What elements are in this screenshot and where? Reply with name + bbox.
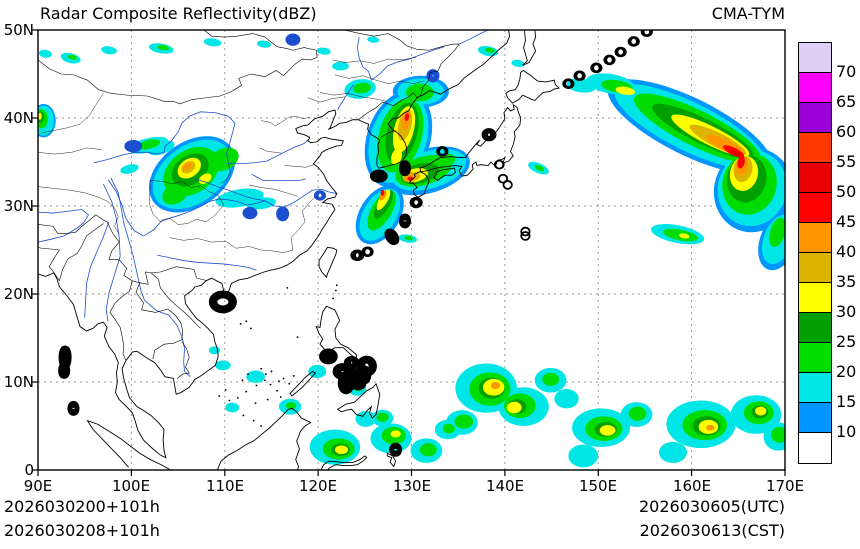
lat-label-10n: 10N — [3, 373, 34, 391]
colorbar-tick-40: 40 — [836, 242, 857, 261]
colorbar-segment — [799, 283, 831, 313]
lon-label-170e: 170E — [765, 477, 805, 495]
colorbar-tick-25: 25 — [836, 332, 857, 351]
lat-label-0: 0 — [24, 461, 34, 479]
colorbar-segment — [799, 193, 831, 223]
colorbar-segment — [799, 103, 831, 133]
init-time-cst: 2026030208+101h — [4, 521, 160, 540]
page-title: Radar Composite Reflectivity(dBZ) — [40, 4, 317, 23]
lon-label-130e: 130E — [392, 477, 432, 495]
colorbar-tick-20: 20 — [836, 362, 857, 381]
province-borders-layer — [38, 57, 424, 252]
borders-layer — [38, 30, 459, 378]
colorbar-tick-35: 35 — [836, 272, 857, 291]
model-name-label: CMA-TYM — [711, 4, 785, 23]
colorbar-segment — [799, 373, 831, 403]
colorbar-tick-65: 65 — [836, 92, 857, 111]
lon-label-120e: 120E — [298, 477, 338, 495]
lat-label-30n: 30N — [3, 197, 34, 215]
colorbar-tick-45: 45 — [836, 212, 857, 231]
colorbar-segment — [799, 43, 831, 73]
colorbar-segment — [799, 403, 831, 433]
colorbar-segment — [799, 433, 831, 463]
lon-label-110e: 110E — [205, 477, 245, 495]
island-dots-layer — [218, 284, 338, 427]
lat-label-50n: 50N — [3, 21, 34, 39]
colorbar-tick-70: 70 — [836, 62, 857, 81]
valid-time-cst: 2026030613(CST) — [639, 521, 785, 540]
plot-frame — [32, 29, 786, 476]
colorbar-segment — [799, 223, 831, 253]
colorbar-tick-60: 60 — [836, 122, 857, 141]
echo-layer — [38, 36, 785, 468]
lat-label-40n: 40N — [3, 109, 34, 127]
colorbar-tick-10: 10 — [836, 422, 857, 441]
colorbar-segment — [799, 133, 831, 163]
colorbar-tick-15: 15 — [836, 392, 857, 411]
lon-label-160e: 160E — [672, 477, 712, 495]
lon-label-140e: 140E — [485, 477, 525, 495]
lon-label-90e: 90E — [23, 477, 53, 495]
valid-time-utc: 2026030605(UTC) — [639, 497, 785, 516]
colorbar-segment — [799, 73, 831, 103]
lon-label-150e: 150E — [578, 477, 618, 495]
colorbar-tick-50: 50 — [836, 182, 857, 201]
lon-label-100e: 100E — [111, 477, 151, 495]
init-time-utc: 2026030200+101h — [4, 497, 160, 516]
colorbar-tick-30: 30 — [836, 302, 857, 321]
colorbar — [798, 42, 832, 464]
colorbar-tick-55: 55 — [836, 152, 857, 171]
colorbar-segment — [799, 313, 831, 343]
rivers-layer — [38, 30, 488, 377]
colorbar-segment — [799, 253, 831, 283]
lat-label-20n: 20N — [3, 285, 34, 303]
colorbar-segment — [799, 343, 831, 373]
colorbar-segment — [799, 163, 831, 193]
